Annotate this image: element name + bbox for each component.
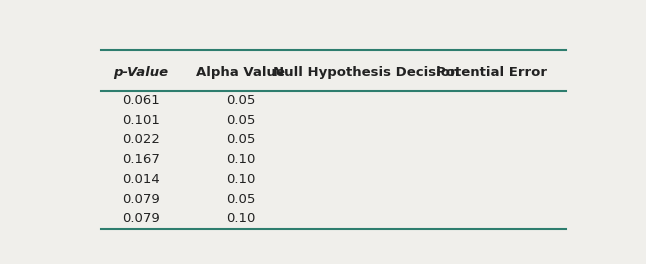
Text: 0.05: 0.05 <box>226 94 256 107</box>
Text: 0.05: 0.05 <box>226 114 256 127</box>
Text: 0.167: 0.167 <box>122 153 160 166</box>
Text: p-Value: p-Value <box>113 66 169 79</box>
Text: 0.10: 0.10 <box>226 153 256 166</box>
Text: 0.10: 0.10 <box>226 213 256 225</box>
Text: 0.079: 0.079 <box>122 193 160 206</box>
Text: Null Hypothesis Decision: Null Hypothesis Decision <box>273 66 459 79</box>
Text: 0.079: 0.079 <box>122 213 160 225</box>
Text: 0.05: 0.05 <box>226 193 256 206</box>
Text: 0.014: 0.014 <box>122 173 160 186</box>
Text: 0.101: 0.101 <box>122 114 160 127</box>
Text: Potential Error: Potential Error <box>436 66 547 79</box>
Text: 0.061: 0.061 <box>122 94 160 107</box>
Text: Alpha Value: Alpha Value <box>196 66 286 79</box>
Text: 0.022: 0.022 <box>122 134 160 147</box>
Text: 0.05: 0.05 <box>226 134 256 147</box>
Text: 0.10: 0.10 <box>226 173 256 186</box>
